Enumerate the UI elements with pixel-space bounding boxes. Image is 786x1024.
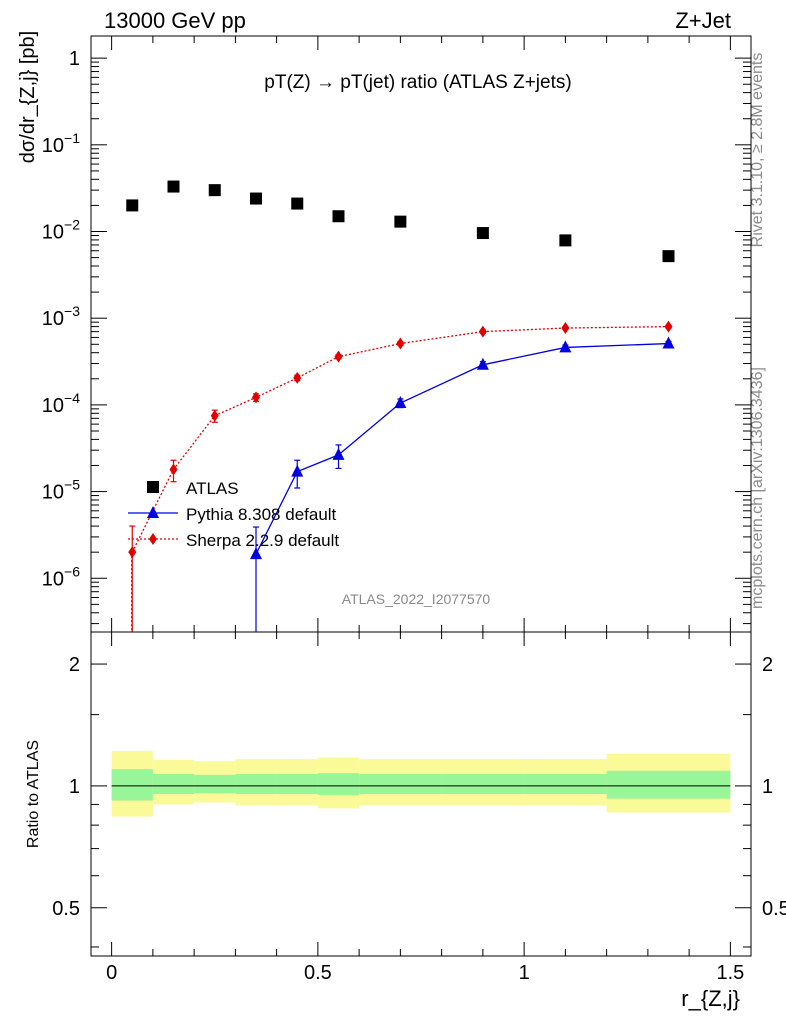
x-tick-label: 1.5 — [716, 962, 744, 984]
ratio-band-inner — [606, 770, 731, 799]
y-tick-label: 1 — [69, 48, 80, 70]
chart-title: pT(Z) → pT(jet) ratio (ATLAS Z+jets) — [264, 72, 571, 93]
data-point — [250, 192, 262, 205]
data-point — [208, 184, 221, 197]
y-tick-label: 10−2 — [42, 217, 80, 244]
data-point — [169, 463, 178, 476]
ratio-tick-label: 2 — [69, 654, 80, 676]
data-point — [478, 325, 487, 338]
ratio-tick-label-right: 0.5 — [762, 898, 786, 920]
main-panel: 1 10−1 10−2 10−3 10−4 10−5 10−6 — [42, 35, 752, 633]
header-right: Z+Jet — [675, 8, 731, 33]
x-tick-label: 0 — [106, 962, 117, 984]
ratio-tick-label-right: 1 — [762, 776, 773, 798]
series-2 — [128, 320, 673, 632]
data-point — [250, 547, 262, 560]
ratio-band-inner — [524, 774, 607, 794]
y-tick-label: 10−5 — [42, 477, 80, 504]
data-point — [334, 350, 343, 363]
legend-marker — [147, 506, 159, 518]
y-tick-label: 10−3 — [42, 303, 80, 330]
ratio-band-inner — [441, 774, 525, 794]
header-left: 13000 GeV pp — [104, 8, 246, 33]
ratio-band-inner — [111, 769, 153, 801]
series-0 — [126, 180, 675, 263]
mcplots-label: mcplots.cern.ch [arXiv:1306.3436] — [749, 367, 766, 609]
data-point — [126, 199, 139, 212]
y-axis-label: dσ/dr_{Z,j} [pb] — [17, 31, 39, 163]
data-point — [664, 320, 673, 333]
ratio-tick-label-right: 2 — [762, 654, 773, 676]
data-point — [394, 215, 407, 228]
legend-label: Pythia 8.308 default — [186, 505, 337, 524]
y-tick-label: 10−1 — [42, 130, 80, 157]
data-point — [662, 250, 675, 263]
x-axis-label: r_{Z,j} — [681, 986, 740, 1011]
data-point — [252, 391, 260, 404]
ratio-panel: 0 0.5 1 1.5 2 2 1 1 0.5 0.5 — [52, 631, 786, 984]
data-point — [394, 396, 407, 409]
data-point — [167, 180, 180, 193]
data-point — [561, 322, 570, 335]
ratio-band-inner — [317, 773, 360, 795]
ratio-band-inner — [276, 774, 318, 794]
x-tick-label: 1 — [519, 962, 530, 984]
ratio-band-inner — [194, 774, 236, 794]
data-point — [559, 340, 572, 353]
legend: ATLAS Pythia 8.308 default Sherpa 2.2.9 de… — [128, 479, 339, 550]
legend-marker — [149, 533, 157, 545]
ratio-band-inner — [359, 774, 442, 794]
data-point — [662, 336, 675, 349]
ratio-tick-label: 1 — [69, 776, 80, 798]
ratio-band-inner — [235, 774, 277, 794]
data-point — [291, 464, 304, 477]
legend-label: Sherpa 2.2.9 default — [186, 531, 339, 550]
data-point — [332, 447, 345, 460]
data-point — [476, 357, 489, 370]
data-point — [396, 337, 405, 350]
ratio-y-axis-label: Ratio to ATLAS — [25, 740, 42, 848]
y-tick-label: 10−6 — [42, 563, 80, 590]
data-point — [291, 197, 304, 210]
series-line — [131, 325, 669, 553]
watermark: ATLAS_2022_I2077570 — [342, 591, 491, 607]
series-1 — [250, 336, 675, 632]
ratio-frame — [90, 631, 752, 957]
rivet-label: Rivet 3.1.10, ≥ 2.8M events — [749, 53, 766, 248]
data-point — [332, 210, 345, 223]
data-point — [210, 409, 219, 422]
y-tick-label: 10−4 — [42, 390, 80, 417]
data-point — [559, 234, 572, 247]
legend-label: ATLAS — [186, 479, 239, 498]
data-point — [293, 371, 302, 384]
legend-marker — [147, 481, 159, 493]
x-tick-label: 0.5 — [304, 962, 332, 984]
ratio-band-inner — [152, 774, 195, 794]
data-point — [476, 227, 489, 240]
ratio-tick-label: 0.5 — [52, 898, 80, 920]
